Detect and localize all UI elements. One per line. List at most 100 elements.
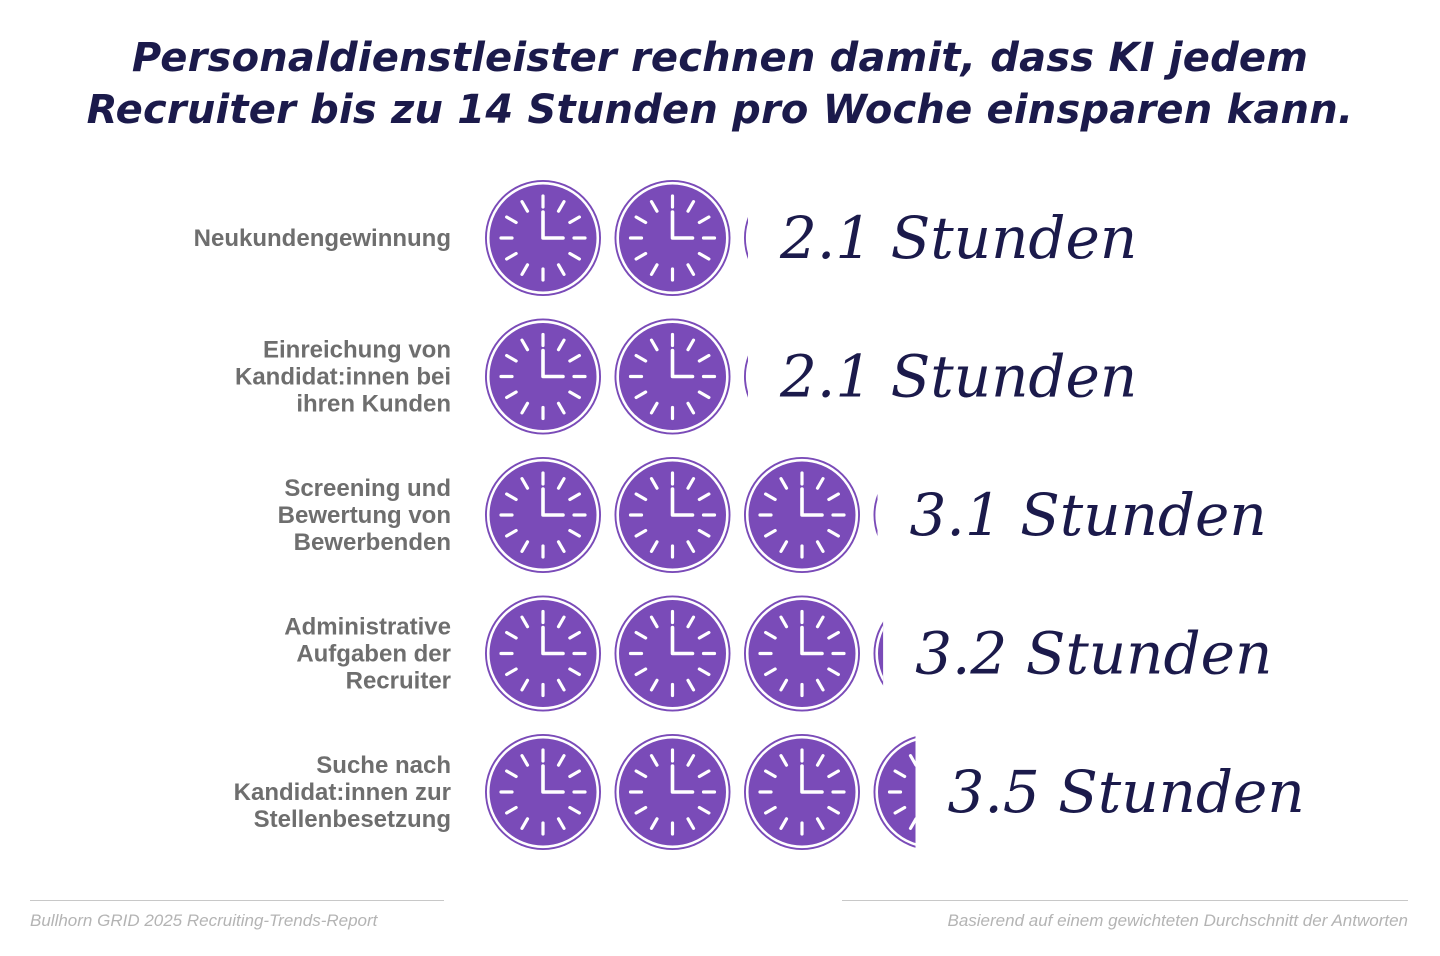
clock-tick (520, 401, 530, 415)
clock-tick (815, 477, 825, 490)
clock-tick (649, 200, 659, 213)
clock-tick (686, 615, 696, 629)
clock-inner-ring (486, 597, 600, 710)
clock-tick (520, 615, 530, 629)
clock-tick (766, 356, 776, 362)
clock-tick (634, 390, 648, 400)
clock-tick (568, 667, 581, 677)
clock-inner-ring (616, 181, 729, 295)
clock-tick (779, 678, 789, 692)
clock-pictogram-chart: Neukundengewinnung 2.1 Stunden Einreichung… (194, 180, 1305, 850)
clock-tick (815, 540, 825, 553)
clock-tick (505, 769, 518, 779)
category-label-line: Suche nach (316, 752, 451, 779)
clock-icon-partial (744, 355, 776, 398)
clock-inner-ring (486, 458, 600, 572)
clock-tick (815, 817, 825, 830)
category-label: Neukundengewinnung (194, 225, 451, 252)
clock-tick (779, 477, 789, 490)
clock-tick (520, 678, 530, 692)
category-label: Administrative Aufgaben der Recruiter (284, 614, 451, 695)
category-label-line: ihren Kunden (296, 391, 451, 418)
clock-tick (634, 251, 648, 261)
clock-tick (649, 754, 659, 767)
chart-title-line-1: Personaldienstleister rechnen damit, das… (131, 35, 1309, 81)
clock-hands (541, 764, 565, 794)
clock-tick (556, 678, 566, 692)
clock-icon (744, 595, 860, 712)
clock-tick (568, 390, 581, 400)
clock-tick (779, 615, 789, 629)
clock-icon (614, 180, 731, 296)
clock-tick (556, 338, 566, 352)
clock-hands (670, 348, 695, 379)
clock-tick (520, 477, 530, 490)
category-label-line: Neukundengewinnung (194, 225, 451, 252)
clock-tick (649, 678, 659, 692)
clock-tick (764, 528, 777, 538)
category-label-line: Screening und (284, 475, 451, 502)
clock-tick (697, 630, 711, 640)
clock-tick (893, 769, 907, 779)
clock-tick (895, 633, 905, 639)
clock-inner-ring (616, 735, 729, 849)
clock-tick (764, 667, 777, 677)
clock-inner-ring (745, 222, 748, 254)
category-label-line: Recruiter (346, 668, 451, 695)
clock-outer-ring (873, 621, 884, 686)
clock-hands (670, 210, 695, 240)
clock-tick (649, 338, 659, 352)
clock-tick (649, 401, 659, 415)
clock-tick (505, 805, 518, 815)
value-label: 3.1 Stunden (910, 481, 1267, 549)
clock-tick (895, 494, 905, 500)
clock-tick (895, 531, 905, 537)
clock-tick (815, 615, 825, 629)
clock-icon (485, 180, 601, 296)
clock-hands (541, 348, 565, 379)
clock-tick (697, 353, 711, 363)
clock-tick (827, 492, 840, 502)
clock-tick (520, 540, 530, 553)
clock-tick (649, 615, 659, 629)
clock-tick (556, 540, 566, 553)
clock-tick (520, 338, 530, 352)
clock-tick (505, 215, 518, 225)
category-label: Screening und Bewertung von Bewerbenden (278, 475, 451, 556)
clock-icon (485, 595, 601, 712)
category-label-line: Kandidat:innen bei (235, 364, 451, 391)
clock-tick (634, 492, 648, 502)
clock-hands (800, 487, 824, 517)
category-label-line: Einreichung von (263, 337, 451, 364)
clock-tick (568, 215, 581, 225)
clock-tick (893, 805, 907, 815)
footer-divider-right (842, 900, 1408, 901)
clock-tick (764, 492, 777, 502)
clock-tick (556, 263, 566, 276)
value-label: 3.5 Stunden (948, 758, 1305, 826)
category-label-line: Kandidat:innen zur (234, 779, 451, 806)
clock-tick (634, 769, 648, 779)
clock-tick (686, 540, 696, 553)
value-label: 2.1 Stunden (779, 204, 1137, 272)
clock-tick (697, 390, 711, 400)
clock-inner-ring (616, 458, 729, 572)
clock-tick (505, 251, 518, 261)
clock-tick (649, 263, 659, 276)
clock-tick (520, 263, 530, 276)
clock-tick (779, 817, 789, 830)
category-label-line: Bewertung von (278, 502, 451, 529)
clock-tick (505, 492, 518, 502)
clock-inner-ring (745, 361, 748, 392)
clock-hands (670, 625, 695, 656)
clock-tick (686, 200, 696, 213)
clock-tick (634, 215, 648, 225)
clock-inner-ring (486, 181, 600, 295)
clock-tick (766, 217, 776, 223)
clock-tick (908, 817, 916, 830)
clock-tick (556, 615, 566, 629)
clock-tick (568, 353, 581, 363)
category-label-line: Administrative (284, 614, 451, 641)
clock-tick (634, 667, 648, 677)
clock-tick (520, 817, 530, 830)
